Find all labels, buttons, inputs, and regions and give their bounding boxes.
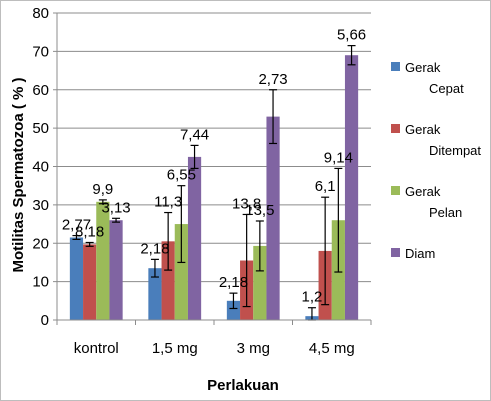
data-label: 6,55 [167, 167, 196, 184]
data-label: 3,13 [101, 199, 130, 216]
bar [83, 244, 97, 320]
y-tick-label: 20 [32, 235, 49, 252]
y-tick-label: 70 [32, 43, 49, 60]
data-label: 2,18 [140, 240, 169, 257]
bar [187, 156, 202, 320]
y-tick-label: 40 [32, 159, 49, 176]
data-label: 13,5 [245, 202, 274, 219]
bar [226, 300, 241, 320]
legend-swatch [391, 62, 400, 71]
data-label: 2,73 [258, 71, 287, 88]
y-tick-label: 0 [41, 312, 49, 329]
data-label: 5,66 [337, 27, 366, 44]
data-label: 9,9 [92, 181, 113, 198]
legend-swatch [391, 248, 400, 257]
bar [253, 245, 267, 320]
x-tick-label: kontrol [74, 340, 119, 357]
x-tick-label: 3 mg [237, 340, 270, 357]
bars [69, 55, 359, 321]
legend-label: Gerak Ditempat [405, 122, 481, 158]
data-label: 7,44 [180, 126, 209, 143]
axes [53, 12, 372, 325]
x-tick-labels: kontrol 1,5 mg 3 mg 4,5 mg [74, 340, 355, 357]
bar [161, 241, 175, 320]
x-tick-label: 1,5 mg [152, 340, 198, 357]
bar [148, 268, 162, 320]
x-tick-label: 4,5 mg [309, 340, 355, 357]
data-label: 6,1 [315, 178, 336, 195]
y-tick-labels: 0 10 20 30 40 50 60 70 80 [32, 5, 49, 329]
data-label: 11,3 [154, 194, 182, 211]
legend-label: Gerak Cepat [405, 60, 464, 96]
bar [344, 55, 359, 321]
legend-label: Diam [405, 246, 435, 261]
data-label: 9,14 [324, 149, 353, 166]
legend-label: Gerak Pelan [405, 184, 462, 220]
data-label: 2,77 [62, 217, 91, 234]
bar [174, 224, 188, 320]
legend-swatch [391, 124, 400, 133]
bar [96, 201, 110, 320]
data-label: 13,8 [232, 195, 261, 212]
error-bars [72, 45, 356, 321]
legend-swatch [391, 186, 400, 195]
bar [266, 116, 280, 320]
x-axis-title: Perlakuan [207, 377, 279, 394]
y-tick-label: 60 [32, 82, 49, 99]
data-label: 8,18 [75, 223, 104, 240]
y-tick-label: 50 [32, 120, 49, 137]
data-labels: 2,77 2,18 2,18 1,2 8,18 11,3 13,8 6,1 9,9 6,55 13,… [62, 27, 366, 306]
bar [109, 220, 123, 320]
y-axis-title: Motilitas Spermatozoa ( % ) [10, 77, 27, 272]
y-tick-label: 10 [32, 274, 49, 291]
legend: Gerak Cepat Gerak Ditempat Gerak Pelan Diam [391, 60, 481, 261]
data-label: 1,2 [302, 289, 323, 306]
bar [69, 237, 84, 320]
y-tick-label: 30 [32, 197, 49, 214]
y-tick-label: 80 [32, 5, 49, 22]
data-label: 2,18 [219, 274, 248, 291]
